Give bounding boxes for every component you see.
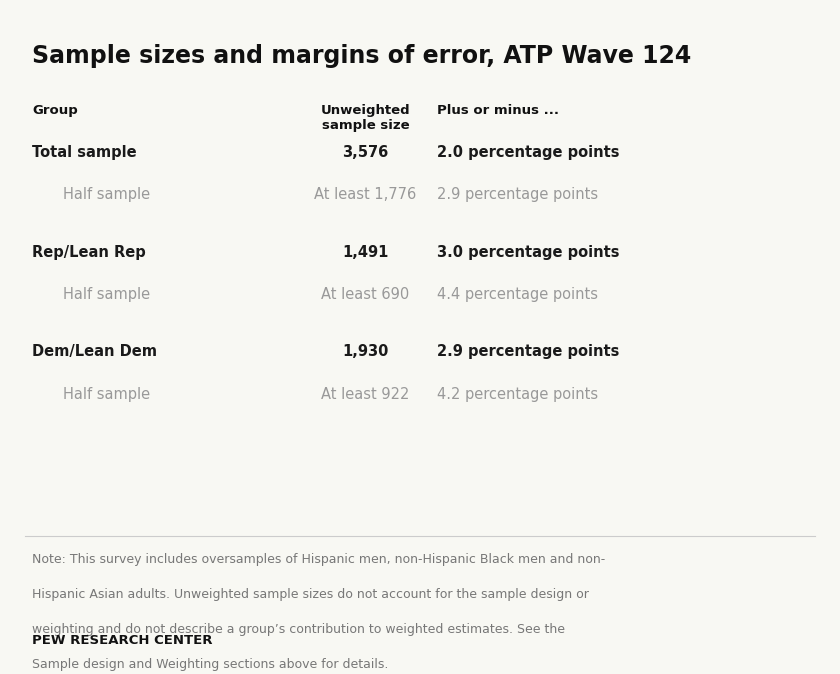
Text: Rep/Lean Rep: Rep/Lean Rep bbox=[32, 245, 145, 259]
Text: At least 690: At least 690 bbox=[321, 287, 410, 302]
Text: Half sample: Half sample bbox=[63, 387, 150, 402]
Text: weighting and do not describe a group’s contribution to weighted estimates. See : weighting and do not describe a group’s … bbox=[32, 623, 565, 636]
Text: Half sample: Half sample bbox=[63, 287, 150, 302]
Text: 3.0 percentage points: 3.0 percentage points bbox=[437, 245, 619, 259]
Text: At least 922: At least 922 bbox=[321, 387, 410, 402]
Text: PEW RESEARCH CENTER: PEW RESEARCH CENTER bbox=[32, 634, 213, 647]
Text: 2.0 percentage points: 2.0 percentage points bbox=[437, 145, 619, 160]
Text: 3,576: 3,576 bbox=[342, 145, 389, 160]
Text: Group: Group bbox=[32, 104, 77, 117]
Text: 4.4 percentage points: 4.4 percentage points bbox=[437, 287, 598, 302]
Text: 2.9 percentage points: 2.9 percentage points bbox=[437, 187, 598, 202]
Text: Hispanic Asian adults. Unweighted sample sizes do not account for the sample des: Hispanic Asian adults. Unweighted sample… bbox=[32, 588, 589, 601]
Text: Sample design and Weighting sections above for details.: Sample design and Weighting sections abo… bbox=[32, 658, 388, 671]
Text: 1,930: 1,930 bbox=[342, 344, 389, 359]
Text: 1,491: 1,491 bbox=[342, 245, 389, 259]
Text: Plus or minus ...: Plus or minus ... bbox=[437, 104, 559, 117]
Text: Total sample: Total sample bbox=[32, 145, 137, 160]
Text: 2.9 percentage points: 2.9 percentage points bbox=[437, 344, 619, 359]
Text: At least 1,776: At least 1,776 bbox=[314, 187, 417, 202]
Text: Note: This survey includes oversamples of Hispanic men, non-Hispanic Black men a: Note: This survey includes oversamples o… bbox=[32, 553, 605, 565]
Text: Sample sizes and margins of error, ATP Wave 124: Sample sizes and margins of error, ATP W… bbox=[32, 44, 691, 68]
Text: 4.2 percentage points: 4.2 percentage points bbox=[437, 387, 598, 402]
Text: Unweighted
sample size: Unweighted sample size bbox=[321, 104, 410, 133]
Text: Dem/Lean Dem: Dem/Lean Dem bbox=[32, 344, 157, 359]
Text: Half sample: Half sample bbox=[63, 187, 150, 202]
